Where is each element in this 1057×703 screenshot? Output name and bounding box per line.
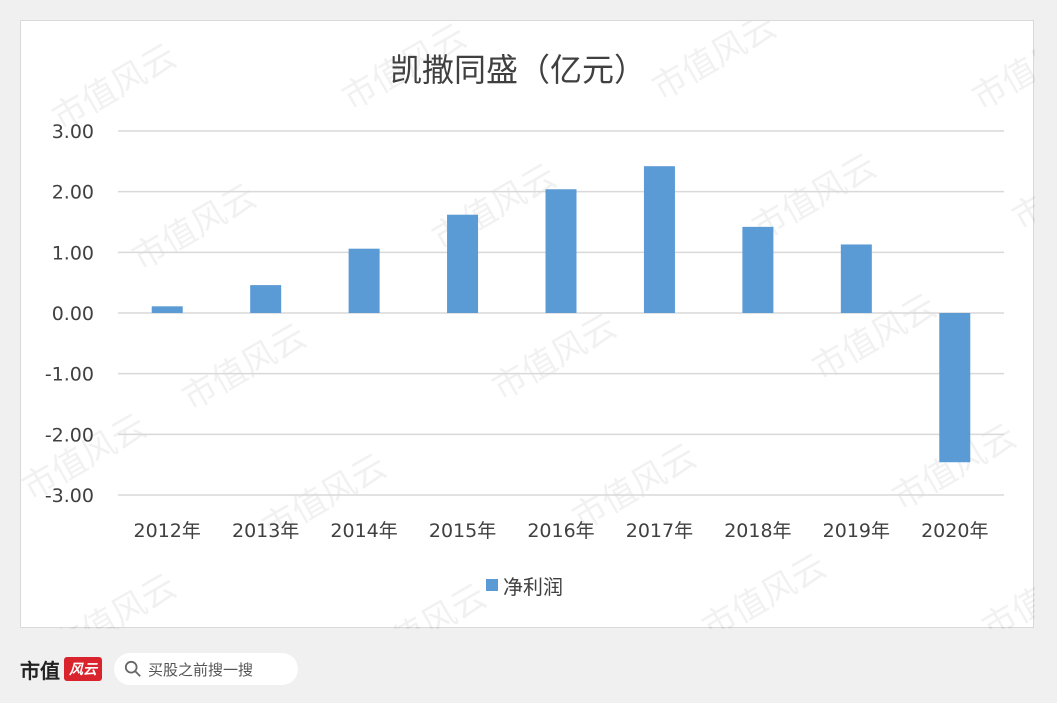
watermark-text: 市值风云 bbox=[646, 21, 784, 109]
y-tick-label: -2.00 bbox=[45, 424, 94, 446]
x-tick-label: 2018年 bbox=[724, 520, 791, 542]
chart-title: 凯撒同盛（亿元） bbox=[390, 51, 646, 89]
x-tick-label: 2015年 bbox=[429, 520, 496, 542]
bar bbox=[250, 285, 282, 313]
x-tick-label: 2014年 bbox=[330, 520, 397, 542]
watermark-text: 市值风云 bbox=[486, 306, 624, 409]
y-axis-labels: 3.00 2.00 1.00 0.00 -1.00 -2.00 -3.00 bbox=[45, 121, 94, 507]
bar bbox=[348, 248, 380, 313]
bar bbox=[939, 313, 971, 463]
watermark-text: 市值风云 bbox=[966, 21, 1036, 119]
legend-swatch bbox=[486, 579, 498, 591]
y-tick-label: 1.00 bbox=[52, 242, 94, 264]
legend-label: 净利润 bbox=[503, 575, 563, 599]
search-icon bbox=[124, 660, 141, 677]
bar bbox=[151, 306, 183, 313]
watermark-text: 市值风云 bbox=[1006, 136, 1036, 239]
brand-logo-badge: 风云 bbox=[64, 657, 102, 681]
watermark-text: 市值风云 bbox=[426, 156, 564, 259]
watermark-text: 市值风云 bbox=[356, 576, 494, 629]
x-tick-label: 2020年 bbox=[921, 520, 988, 542]
x-tick-label: 2017年 bbox=[626, 520, 693, 542]
bar bbox=[840, 244, 872, 313]
x-tick-label: 2016年 bbox=[527, 520, 594, 542]
y-tick-label: -3.00 bbox=[45, 485, 94, 507]
y-tick-label: 0.00 bbox=[52, 303, 94, 325]
bar bbox=[643, 166, 675, 313]
legend: 净利润 bbox=[486, 575, 563, 599]
footer: 市值 风云 买股之前搜一搜 bbox=[20, 650, 298, 688]
brand-logo-text: 市值 bbox=[20, 658, 60, 683]
y-tick-label: 2.00 bbox=[52, 182, 94, 204]
x-tick-label: 2013年 bbox=[232, 520, 299, 542]
x-axis-labels: 2012年 2013年 2014年 2015年 2016年 2017年 2018年 2019年… bbox=[134, 520, 989, 542]
watermark-text: 市值风云 bbox=[46, 566, 184, 629]
bars-layer bbox=[151, 166, 971, 463]
y-tick-label: -1.00 bbox=[45, 364, 94, 386]
watermark-text: 市值风云 bbox=[176, 316, 314, 419]
x-tick-label: 2012年 bbox=[134, 520, 201, 542]
search-box[interactable]: 买股之前搜一搜 bbox=[114, 653, 298, 685]
bar bbox=[742, 226, 774, 313]
chart-frame: 市值风云 市值风云 市值风云 市值风云 市值风云 市值风云 市值风云 市值风云 市值风云 市值风云… bbox=[20, 20, 1035, 629]
bar bbox=[447, 214, 479, 313]
y-tick-label: 3.00 bbox=[52, 121, 94, 143]
watermark-text: 市值风云 bbox=[696, 546, 834, 629]
watermark-text: 市值风云 bbox=[976, 546, 1036, 629]
bar bbox=[545, 189, 577, 313]
x-tick-label: 2019年 bbox=[823, 520, 890, 542]
search-placeholder: 买股之前搜一搜 bbox=[148, 660, 254, 679]
